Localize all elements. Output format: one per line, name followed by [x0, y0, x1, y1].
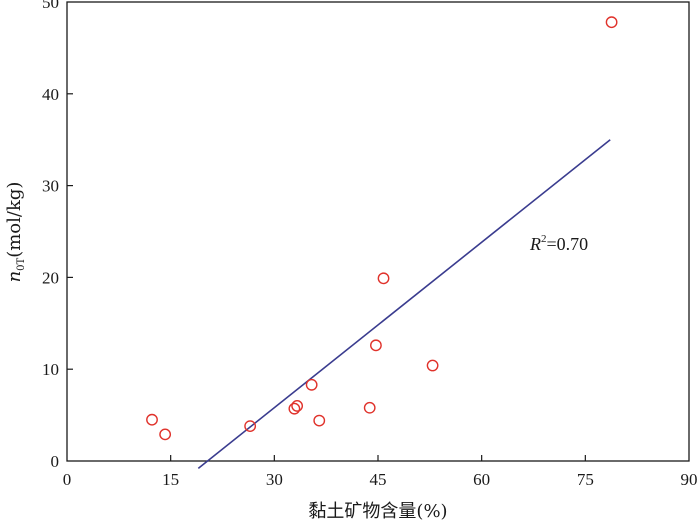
data-point	[377, 272, 390, 285]
data-point	[363, 401, 376, 414]
y-axis-title: n0T(mol/kg)	[4, 182, 27, 283]
y-axis-ticks: 0 10 20 30 40 50	[42, 0, 73, 471]
y-tick-label: 10	[42, 360, 59, 379]
data-point	[244, 420, 257, 433]
y-axis-symbol: n	[4, 271, 25, 283]
r-superscript: 2	[541, 233, 547, 245]
plot-frame	[66, 1, 690, 462]
y-tick-label: 20	[42, 268, 59, 287]
data-point	[426, 359, 439, 372]
data-point	[305, 378, 318, 391]
regression-line	[197, 139, 611, 469]
data-point	[605, 16, 618, 29]
fit-line-layer	[197, 139, 611, 469]
x-tick-label: 60	[473, 470, 490, 489]
data-point	[370, 339, 382, 352]
y-tick-label: 0	[51, 452, 60, 471]
data-point	[313, 414, 326, 427]
r-label: R	[529, 234, 541, 254]
x-tick-label: 90	[681, 470, 698, 489]
r-squared-annotation: R2=0.70	[529, 233, 588, 254]
data-points	[146, 16, 618, 441]
data-point	[159, 428, 172, 441]
x-tick-label: 45	[370, 470, 387, 489]
x-tick-label: 75	[577, 470, 594, 489]
data-point	[288, 402, 301, 415]
data-point	[291, 400, 304, 412]
x-axis-title: 黏土矿物含量(%)	[308, 501, 447, 522]
y-axis-subscript: 0T	[16, 257, 27, 270]
plot-border	[66, 1, 690, 462]
data-point	[146, 413, 158, 426]
y-tick-label: 50	[42, 0, 59, 12]
r-value: =0.70	[547, 234, 589, 254]
y-tick-label: 30	[42, 177, 59, 196]
y-tick-label: 40	[42, 85, 59, 104]
x-tick-label: 30	[266, 470, 283, 489]
x-axis-ticks: 0 15 30 45 60 75 90	[63, 455, 698, 489]
x-tick-label: 15	[162, 470, 179, 489]
x-tick-label: 0	[63, 470, 72, 489]
y-axis-unit: (mol/kg)	[4, 182, 25, 258]
